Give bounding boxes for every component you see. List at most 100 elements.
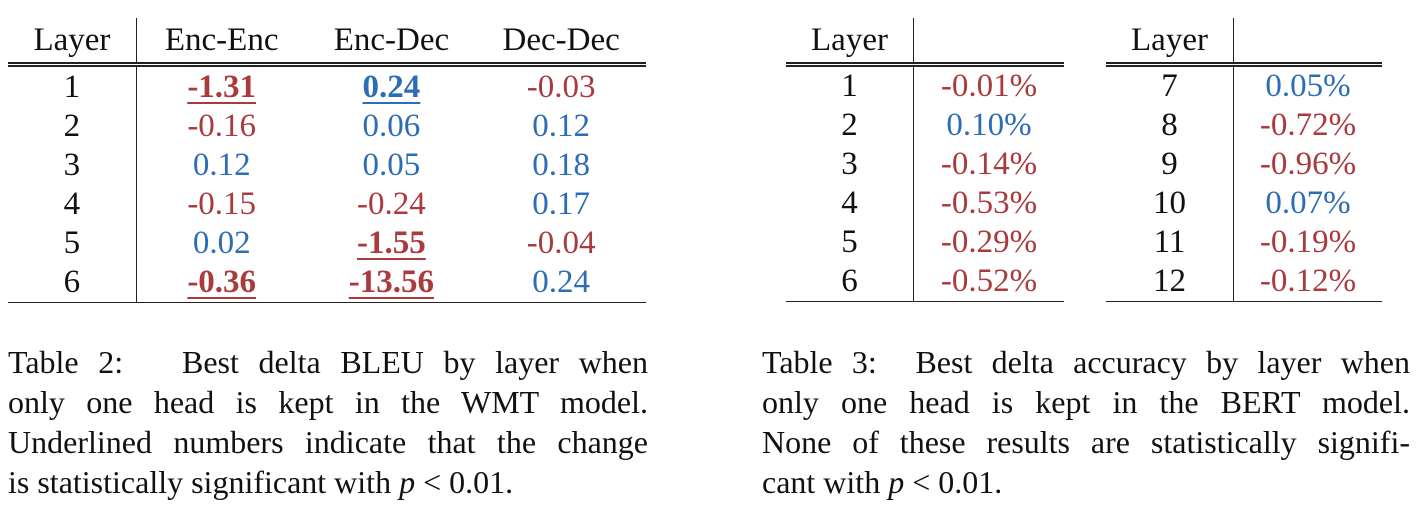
value-cell: -0.96%: [1234, 145, 1383, 184]
significant-value: -1.31: [187, 69, 257, 105]
caption-label: Table 2:: [8, 344, 124, 380]
value: -0.01%: [940, 68, 1038, 104]
caption-text: Best delta BLEU by layer when: [182, 344, 649, 380]
value-cell: -0.14%: [914, 145, 1065, 184]
significant-value: -13.56: [348, 264, 435, 300]
caption-text: cant with: [762, 464, 881, 500]
layer-cell: 1: [786, 64, 914, 106]
caption-line: Underlined numbers indicate that the cha…: [8, 424, 648, 460]
table-row: 1 -0.01%: [786, 64, 1064, 106]
value: 0.05%: [1265, 68, 1351, 104]
table-3-right-header-row: Layer: [1106, 18, 1382, 65]
value-cell: -1.55: [307, 224, 477, 263]
value-cell: -0.36: [136, 263, 307, 303]
layer-cell: 6: [786, 262, 914, 302]
value: -0.14%: [940, 146, 1038, 182]
value-cell: 0.24: [307, 65, 477, 108]
value-cell: -0.19%: [1234, 223, 1383, 262]
value-cell: 0.10%: [914, 106, 1065, 145]
value: -0.15: [187, 186, 257, 222]
table-row: 11 -0.19%: [1106, 223, 1382, 262]
table-2-caption: Table 2: Best delta BLEU by layer when o…: [8, 342, 648, 502]
table-3-left-header-row: Layer: [786, 18, 1064, 65]
caption-math-p: p: [399, 464, 416, 500]
table-row: 6 -0.52%: [786, 262, 1064, 302]
value: 0.12: [192, 147, 251, 183]
value-cell: 0.17: [476, 185, 646, 224]
table-row: 1 -1.31 0.24 -0.03: [8, 64, 646, 108]
header-layer: Layer: [8, 18, 137, 65]
value-cell: 0.02: [136, 224, 306, 263]
header-dec-dec: Dec-Dec: [502, 21, 620, 58]
table-row: 10 0.07%: [1106, 184, 1382, 223]
caption-line: cant with p < 0.01.: [762, 462, 1410, 502]
caption-math-p: p: [888, 464, 905, 500]
caption-line: Table 3: Best delta accuracy by layer wh…: [762, 342, 1410, 382]
caption-line: only one head is kept in the BERT model.: [762, 384, 1410, 420]
significant-value: -1.55: [357, 225, 426, 261]
value-cell: 0.06: [307, 107, 477, 146]
layer-cell: 11: [1106, 223, 1234, 262]
caption-line: only one head is kept in the WMT model.: [8, 384, 648, 420]
table-3-caption: Table 3: Best delta accuracy by layer wh…: [762, 342, 1410, 502]
layer-cell: 6: [8, 263, 137, 303]
table-row: 5 0.02 -1.55 -0.04: [8, 224, 646, 263]
value-cell: -13.56: [306, 263, 477, 303]
value: 0.05: [362, 147, 421, 183]
value-cell: 0.18: [476, 146, 646, 185]
caption-line: None of these results are statistically …: [762, 424, 1410, 460]
value: -0.03: [526, 69, 596, 105]
value-cell: 0.24: [476, 263, 646, 303]
value-cell: 0.12: [476, 107, 646, 146]
table-row: 4 -0.15 -0.24 0.17: [8, 185, 646, 224]
value-cell: -0.24: [307, 185, 477, 224]
value: -0.16: [187, 108, 257, 144]
layer-cell: 10: [1106, 184, 1234, 223]
layer-cell: 4: [8, 185, 137, 224]
caption-line: is statistically significant with p < 0.…: [8, 462, 648, 502]
caption-math-tail: < 0.01.: [904, 464, 1003, 500]
caption-text: is statistically significant with: [8, 464, 392, 500]
table-row: 7 0.05%: [1106, 64, 1382, 106]
table-row: 9 -0.96%: [1106, 145, 1382, 184]
value: 0.12: [532, 108, 590, 144]
value-cell: -0.04: [476, 224, 646, 263]
value-cell: -0.52%: [913, 262, 1064, 302]
value-cell: 0.05: [307, 146, 477, 185]
layer-cell: 5: [8, 224, 137, 263]
table-2-header-row: Layer Enc-Enc Enc-Dec Dec-Dec: [8, 18, 646, 65]
value: -0.24: [357, 186, 426, 222]
header-delta: [914, 18, 1065, 65]
table-row: 2 -0.16 0.06 0.12: [8, 107, 646, 146]
table-row: 6 -0.36 -13.56 0.24: [8, 263, 646, 303]
value: -0.19%: [1259, 224, 1357, 260]
layer-cell: 8: [1106, 106, 1234, 145]
layer-cell: 3: [8, 146, 137, 185]
table-3-left: Layer 1 -0.01% 2 0.10% 3 -0.14% 4 -0.53% 5 -0.29%…: [786, 18, 1064, 302]
caption-line: Table 2: Best delta BLEU by layer when: [8, 342, 648, 382]
value: -0.04: [526, 225, 596, 261]
value: -0.72%: [1259, 107, 1357, 143]
layer-cell: 12: [1106, 262, 1234, 302]
value: 0.02: [192, 225, 251, 261]
value: 0.24: [532, 264, 590, 300]
layer-cell: 7: [1106, 64, 1234, 106]
table-row: 3 -0.14%: [786, 145, 1064, 184]
value-cell: -1.31: [136, 65, 306, 108]
value-cell: -0.12%: [1233, 262, 1382, 302]
header-delta: [1234, 18, 1383, 65]
layer-cell: 2: [786, 106, 914, 145]
table-2: Layer Enc-Enc Enc-Dec Dec-Dec 1 -1.31 0.24…: [8, 18, 646, 303]
value: -0.53%: [940, 185, 1038, 221]
caption-label: Table 3:: [762, 344, 877, 380]
value: 0.10%: [946, 107, 1032, 143]
value-cell: -0.72%: [1234, 106, 1383, 145]
header-layer: Layer: [1106, 18, 1234, 65]
table-3-left-body: 1 -0.01% 2 0.10% 3 -0.14% 4 -0.53% 5 -0.29% 6 -0.52…: [786, 64, 1064, 302]
table-row: 5 -0.29%: [786, 223, 1064, 262]
header-layer: Layer: [786, 18, 914, 65]
table-row: 2 0.10%: [786, 106, 1064, 145]
caption-text: Best delta accuracy by layer when: [915, 344, 1411, 380]
value: -0.96%: [1259, 146, 1357, 182]
value-cell: -0.29%: [914, 223, 1065, 262]
